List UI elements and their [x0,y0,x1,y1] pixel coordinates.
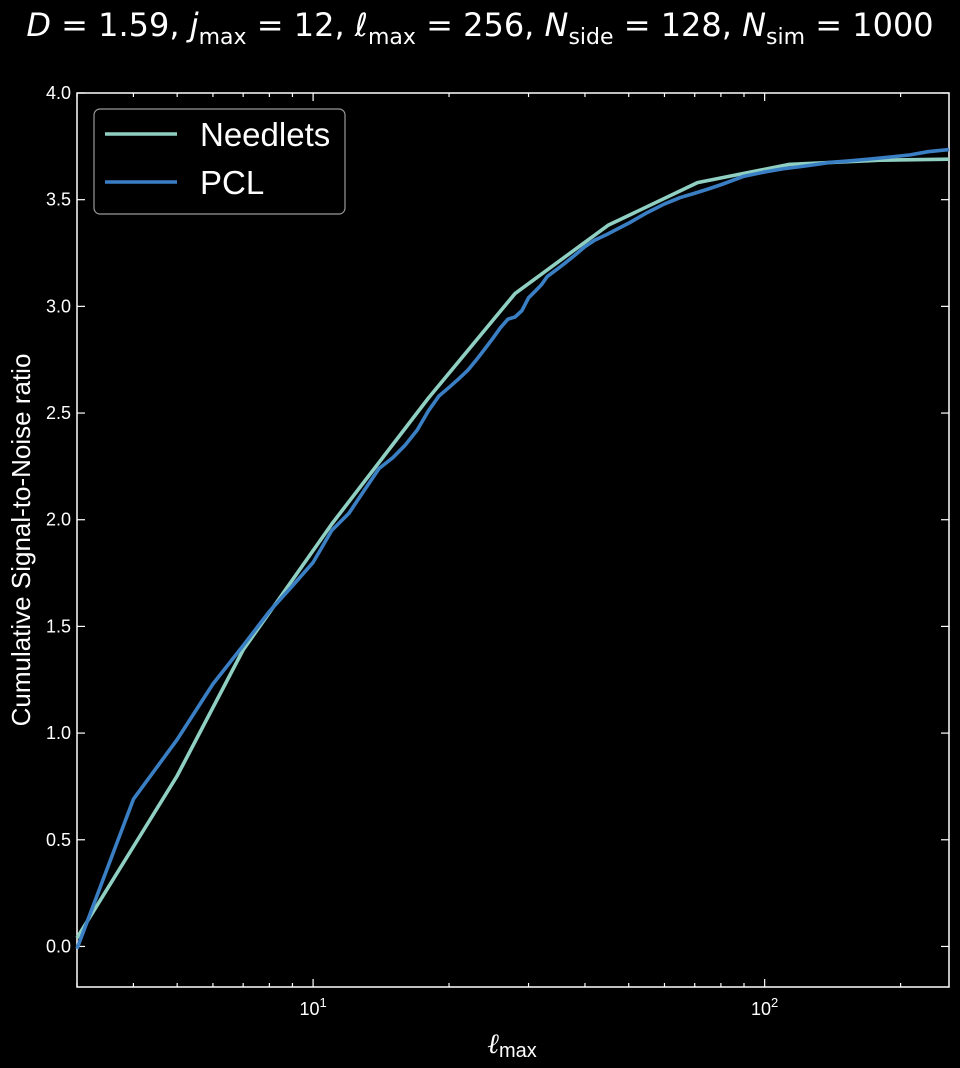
title-n: N [545,6,569,44]
title-s: N [742,6,766,44]
x-tick-label: 102 [751,995,778,1019]
y-axis-ticks: 0.0 0.5 1.0 1.5 2.0 2.5 3.0 3.5 4.0 [46,83,949,956]
title-j: j [186,6,199,44]
y-tick-label: 3.5 [46,190,71,210]
legend: Needlets PCL [93,108,346,215]
y-tick-label: 1.5 [46,616,71,636]
y-tick-label: 1.0 [46,723,71,743]
x-axis-ticks: 101 102 [76,93,902,1019]
x-axis-label: ℓmax [487,1027,536,1062]
title-d: D [26,6,51,44]
title-l: ℓ [354,6,368,44]
series-layer [75,147,950,950]
y-tick-label: 2.5 [46,403,71,423]
plot-frame [76,92,950,988]
y-tick-label: 2.0 [46,510,71,530]
y-tick-label: 4.0 [46,83,71,103]
y-tick-label: 0.0 [46,936,71,956]
legend-label-needlets: Needlets [200,116,330,153]
legend-label-pcl: PCL [200,164,264,201]
y-tick-label: 3.0 [46,296,71,316]
svg-text:D = 1.59, jmax = 12, ℓmax =: D = 1.59, jmax = 12, ℓmax = 256, Nside =… [26,6,933,50]
series-line-pcl [75,147,950,950]
y-tick-label: 0.5 [46,830,71,850]
chart-title: D = 1.59, jmax = 12, ℓmax = 256, Nside =… [26,6,933,50]
x-tick-label: 101 [299,995,326,1019]
y-axis-label: Cumulative Signal-to-Noise ratio [6,354,36,727]
